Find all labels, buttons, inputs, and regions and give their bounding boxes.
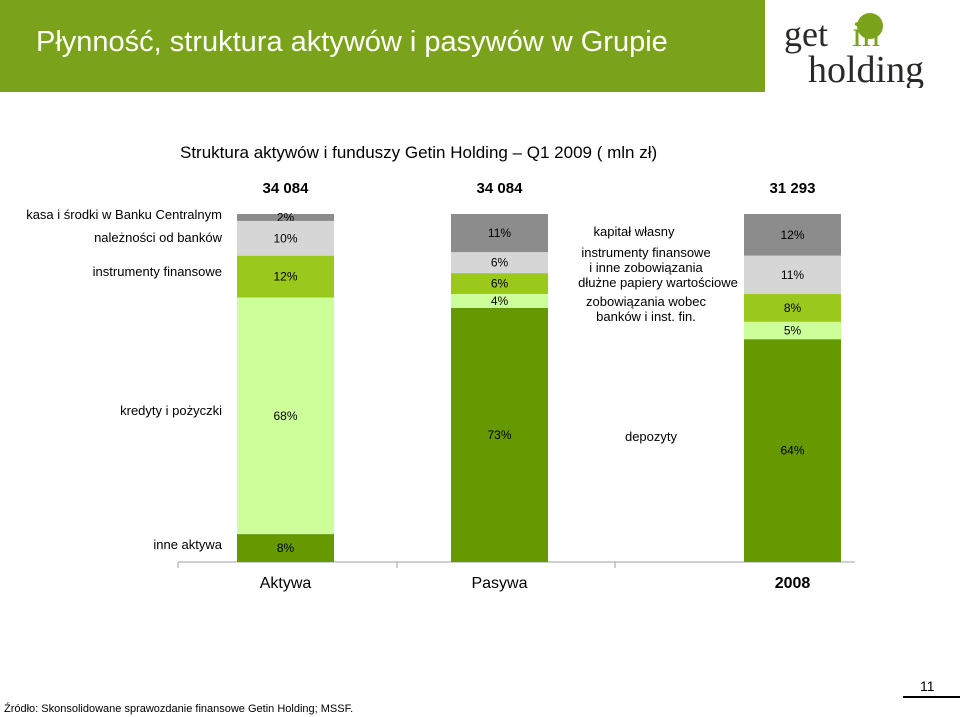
asset-side-label-1: należności od banków <box>94 230 223 245</box>
bar-1-segment-3 <box>451 294 548 308</box>
page-title: Płynność, struktura aktywów i pasywów w … <box>36 26 668 58</box>
bar-1-label-4: 73% <box>487 428 511 442</box>
page-number-underline <box>903 696 960 698</box>
logo-get: get <box>784 14 828 54</box>
bar-0-segment-2 <box>237 255 334 298</box>
asset-side-label-0: kasa i środki w Banku Centralnym <box>26 207 222 222</box>
bar-0-segment-3 <box>237 297 334 535</box>
getin-holding-logo: get in holding <box>784 13 924 88</box>
asset-side-label-3: kredyty i pożyczki <box>120 403 222 418</box>
bar-0-label-3: 68% <box>273 409 297 423</box>
bar-1-label-2: 6% <box>491 277 509 291</box>
category-label-0: Aktywa <box>260 575 312 592</box>
bar-0-segment-0 <box>237 214 334 221</box>
bar-2-segment-4 <box>744 339 841 562</box>
bar-0-label-2: 12% <box>273 270 297 284</box>
bar-0-label-4: 8% <box>277 541 295 555</box>
bar-total-1: 34 084 <box>477 180 524 197</box>
bar-2-label-4: 64% <box>780 444 804 458</box>
bar-2-label-1: 11% <box>781 268 804 282</box>
bar-2-segment-0 <box>744 214 841 256</box>
bar-1-label-0: 11% <box>488 226 511 240</box>
asset-side-label-4: inne aktywa <box>153 537 222 552</box>
liability-side-label-0-0: kapitał własny <box>594 224 675 239</box>
liability-side-label-3-0: zobowiązania wobec <box>586 294 706 309</box>
logo-holding: holding <box>808 49 924 88</box>
bar-1-segment-0 <box>451 214 548 253</box>
bar-1-label-1: 6% <box>491 256 509 270</box>
bar-2-label-2: 8% <box>784 301 802 315</box>
liability-side-label-1-0: instrumenty finansowe <box>581 245 710 260</box>
liability-side-label-3-1: banków i inst. fin. <box>596 309 696 324</box>
chart-title: Struktura aktywów i funduszy Getin Holdi… <box>180 143 658 162</box>
asset-side-label-2: instrumenty finansowe <box>93 264 222 279</box>
bar-1-label-3: 4% <box>491 294 509 308</box>
bar-1-segment-1 <box>451 252 548 274</box>
liability-side-label-2-0: dłużne papiery wartościowe <box>578 275 738 290</box>
bar-1-segment-2 <box>451 273 548 295</box>
logo-circle <box>857 13 883 39</box>
bar-total-2: 31 293 <box>770 180 816 197</box>
bar-2-segment-2 <box>744 294 841 322</box>
bar-0-segment-4 <box>237 534 334 562</box>
bar-1-segment-4 <box>451 307 548 562</box>
category-label-2: 2008 <box>775 575 811 592</box>
bar-0-label-1: 10% <box>273 231 297 245</box>
page-number: 11 <box>920 678 935 694</box>
logo-in: in <box>852 14 880 54</box>
bar-total-0: 34 084 <box>263 180 310 197</box>
liability-side-label-1-1: i inne zobowiązania <box>589 260 703 275</box>
footer-source: Źródło: Skonsolidowane sprawozdanie fina… <box>4 703 354 715</box>
bar-2-label-0: 12% <box>780 228 804 242</box>
bar-2-segment-1 <box>744 255 841 295</box>
bar-0-segment-1 <box>237 220 334 256</box>
bar-2-label-3: 5% <box>784 324 802 338</box>
category-label-1: Pasywa <box>471 575 527 592</box>
bar-2-segment-3 <box>744 321 841 340</box>
liability-side-label-4-0: depozyty <box>625 429 678 444</box>
title-bar: Płynność, struktura aktywów i pasywów w … <box>0 0 765 92</box>
